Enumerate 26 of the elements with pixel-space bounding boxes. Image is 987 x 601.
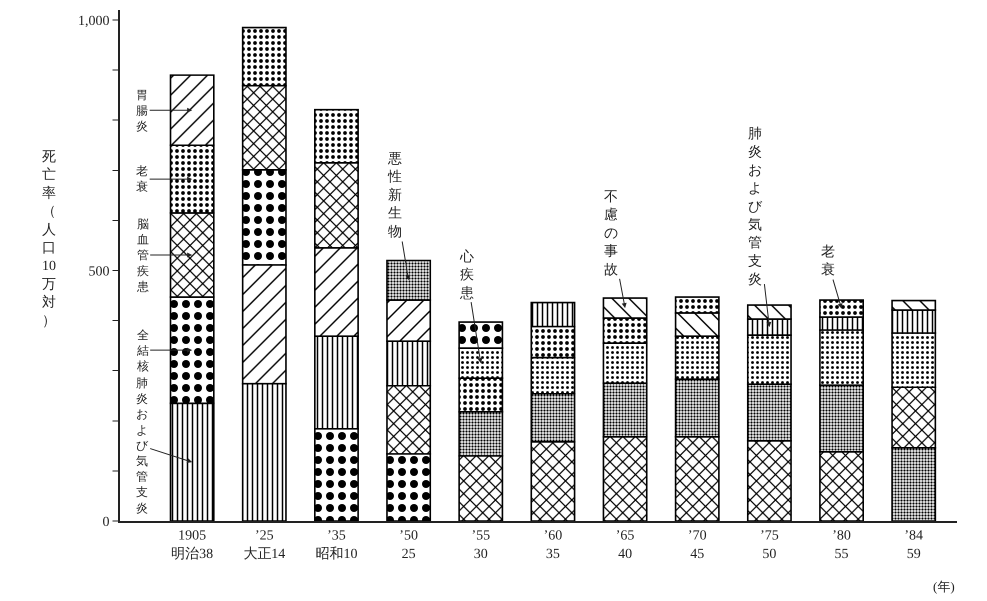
- series-label: 不慮の事故: [604, 190, 618, 278]
- text: 肺炎および気管支炎: [136, 376, 148, 515]
- x-tick-label: ’50 25: [399, 528, 418, 562]
- x-tick-label: ’60 35: [544, 528, 562, 562]
- x-tick-label: ’35 昭和10: [315, 528, 358, 562]
- text: 死亡率（人口10万対）: [42, 150, 56, 329]
- series-label: 悪性新生物: [387, 152, 402, 240]
- series-label: 脳血管疾患: [136, 217, 149, 294]
- text: 心疾患: [459, 249, 474, 302]
- series-label: 胃腸炎: [136, 88, 148, 134]
- series-label: 全結核: [136, 328, 149, 374]
- x-axis-title: (年): [933, 579, 955, 594]
- text: 肺炎および気管支炎: [748, 127, 762, 288]
- text: 老衰: [136, 164, 148, 194]
- x-tick-label: ’70 45: [688, 528, 707, 562]
- x-tick-label: ’55 30: [471, 528, 490, 562]
- series-label: 老衰: [821, 244, 835, 278]
- x-tick-label: ’75 50: [760, 528, 779, 562]
- y-tick-label: 500: [88, 264, 110, 280]
- x-tick-label: ’84 59: [904, 528, 924, 562]
- x-tick-label: ’25 大正14: [243, 528, 286, 562]
- x-tick-label: 1905 明治38: [171, 528, 214, 562]
- x-tick-label: ’80 55: [832, 528, 851, 562]
- x-tick-label: ’65 40: [616, 528, 634, 562]
- y-tick-label: 1,000: [78, 14, 110, 29]
- y-tick-label: 0: [102, 514, 110, 530]
